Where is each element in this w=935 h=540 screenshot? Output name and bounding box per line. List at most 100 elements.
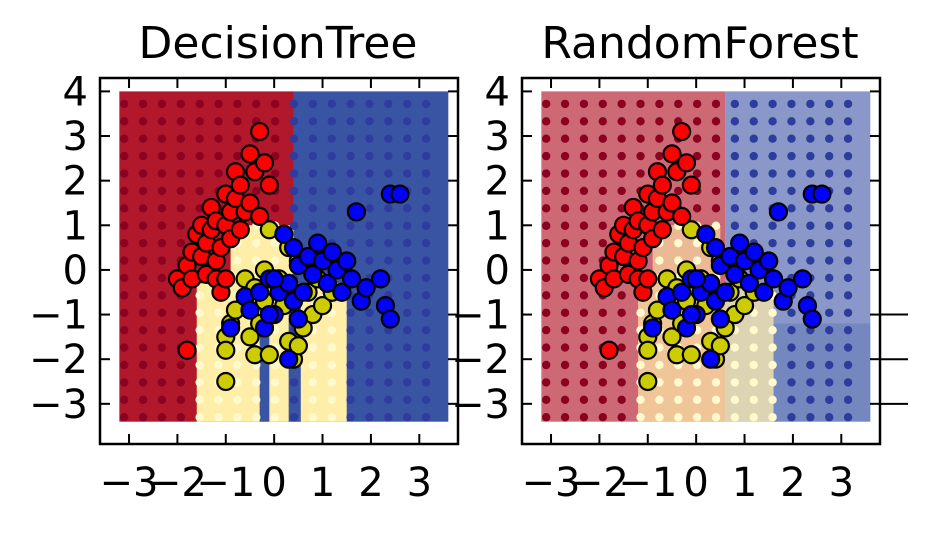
data-point-blue bbox=[802, 309, 822, 329]
grid-point-blue bbox=[843, 395, 853, 405]
grid-point-red bbox=[138, 256, 148, 265]
grid-point-red bbox=[674, 186, 683, 196]
grid-point-blue bbox=[768, 238, 777, 248]
grid-point-blue bbox=[421, 99, 431, 109]
grid-point-blue bbox=[843, 151, 853, 161]
decision-region-blue bbox=[259, 305, 270, 422]
data-point-red bbox=[676, 153, 697, 173]
y-tick-label: 3 bbox=[63, 114, 88, 160]
y-tick-label: 0 bbox=[485, 248, 510, 294]
data-point-blue bbox=[317, 273, 337, 293]
grid-point-blue bbox=[825, 378, 834, 387]
grid-point-blue bbox=[403, 325, 412, 335]
data-point-red bbox=[254, 153, 275, 173]
grid-point-blue bbox=[768, 221, 777, 230]
grid-point-blue bbox=[308, 99, 318, 109]
grid-point-blue bbox=[843, 238, 853, 248]
grid-point-red bbox=[560, 360, 570, 370]
grid-point-red bbox=[598, 169, 607, 178]
grid-point-blue bbox=[403, 291, 412, 300]
grid-point-blue bbox=[384, 221, 393, 230]
grid-point-blue bbox=[806, 99, 815, 109]
grid-point-yellow bbox=[252, 378, 261, 387]
grid-point-blue bbox=[787, 117, 796, 126]
grid-point-red bbox=[119, 186, 129, 196]
grid-point-red bbox=[598, 238, 607, 248]
grid-point-blue bbox=[421, 378, 431, 387]
data-point-yellow bbox=[312, 296, 333, 316]
grid-point-red bbox=[579, 360, 589, 370]
grid-point-yellow bbox=[749, 413, 758, 422]
y-tick-label: −1 bbox=[451, 293, 510, 339]
grid-point-yellow bbox=[327, 378, 336, 387]
grid-point-blue bbox=[825, 99, 834, 109]
grid-point-red bbox=[252, 99, 261, 109]
data-point-blue bbox=[346, 202, 367, 222]
grid-point-red bbox=[579, 395, 589, 405]
grid-point-red bbox=[598, 360, 607, 370]
grid-point-red bbox=[119, 308, 129, 317]
x-tick-label: 2 bbox=[358, 460, 383, 506]
grid-point-blue bbox=[843, 291, 853, 300]
grid-point-yellow bbox=[674, 378, 683, 387]
grid-point-yellow bbox=[195, 378, 204, 387]
grid-point-blue bbox=[403, 99, 412, 109]
grid-point-red bbox=[711, 169, 721, 178]
data-point-yellow bbox=[216, 371, 236, 392]
grid-point-blue bbox=[806, 238, 815, 248]
grid-point-red bbox=[598, 186, 607, 196]
data-point-red bbox=[662, 144, 682, 164]
data-point-blue bbox=[390, 184, 410, 204]
grid-point-blue bbox=[403, 413, 412, 422]
grid-point-blue bbox=[787, 204, 796, 213]
grid-point-red bbox=[541, 134, 551, 143]
grid-point-red bbox=[560, 308, 570, 317]
grid-point-red bbox=[617, 151, 626, 161]
grid-point-yellow bbox=[692, 413, 702, 422]
grid-point-blue bbox=[346, 325, 355, 335]
grid-point-red bbox=[176, 186, 185, 196]
grid-point-yellow bbox=[655, 256, 664, 265]
grid-point-blue bbox=[289, 413, 299, 422]
grid-point-red bbox=[617, 360, 626, 370]
grid-point-red bbox=[119, 134, 129, 143]
grid-point-red bbox=[560, 395, 570, 405]
grid-point-blue bbox=[384, 99, 393, 109]
grid-point-yellow bbox=[711, 378, 721, 387]
grid-point-yellow bbox=[308, 395, 318, 405]
grid-point-red bbox=[157, 151, 167, 161]
data-point-blue bbox=[643, 318, 663, 338]
grid-point-blue bbox=[327, 169, 336, 178]
grid-point-blue bbox=[749, 221, 758, 230]
x-tick-label: 0 bbox=[683, 460, 708, 506]
grid-point-blue bbox=[327, 151, 336, 161]
grid-point-blue bbox=[787, 151, 796, 161]
grid-point-blue bbox=[384, 256, 393, 265]
grid-point-red bbox=[157, 238, 167, 248]
grid-point-red bbox=[560, 343, 570, 352]
grid-point-blue bbox=[806, 117, 815, 126]
grid-point-red bbox=[617, 134, 626, 143]
grid-point-blue bbox=[843, 169, 853, 178]
x-tick-label: 1 bbox=[732, 460, 757, 506]
grid-point-blue bbox=[289, 99, 299, 109]
grid-point-blue bbox=[806, 221, 815, 230]
grid-point-red bbox=[541, 273, 551, 283]
grid-point-blue bbox=[749, 186, 758, 196]
grid-point-blue bbox=[825, 273, 834, 283]
grid-point-red bbox=[138, 151, 148, 161]
grid-point-red bbox=[157, 308, 167, 317]
grid-point-blue bbox=[289, 186, 299, 196]
data-point-red bbox=[240, 144, 260, 164]
data-point-blue bbox=[768, 202, 789, 222]
grid-point-red bbox=[598, 204, 607, 213]
grid-point-blue bbox=[749, 204, 758, 213]
grid-point-red bbox=[598, 151, 607, 161]
grid-point-red bbox=[617, 99, 626, 109]
data-point-red bbox=[230, 175, 250, 195]
grid-point-red bbox=[598, 99, 607, 109]
grid-point-red bbox=[692, 117, 702, 126]
grid-point-blue bbox=[421, 256, 431, 265]
grid-point-red bbox=[195, 134, 204, 143]
y-tick-label: −2 bbox=[29, 337, 88, 383]
